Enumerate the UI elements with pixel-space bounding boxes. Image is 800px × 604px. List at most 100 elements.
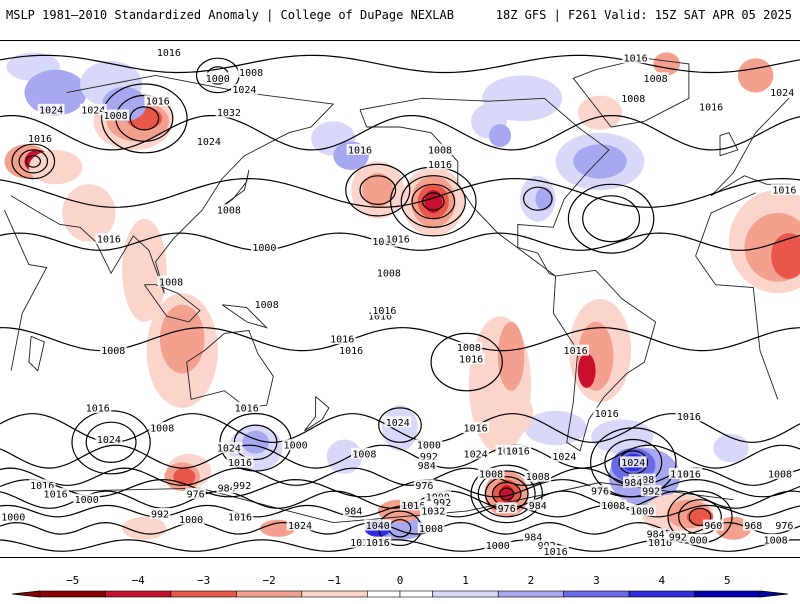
isobar-label: 1024 [196,135,223,148]
colorbar-segment [106,591,172,597]
isobar-label-text: 1008 [479,469,503,480]
isobar-label-text: 1024 [464,449,488,460]
isobar-label: 1008 [238,67,265,80]
isobar-label-text: 976 [187,489,205,500]
isobar-label: 1016 [562,345,589,358]
isobar-label: 1016 [227,511,254,524]
isobar-label: 1016 [676,411,703,424]
model-run-valid-time: 18Z GFS | F261 Valid: 15Z SAT APR 05 202… [496,8,792,22]
isobar-label-text: 1016 [564,346,588,357]
isobar-label: 1016 [698,101,725,114]
anomaly-area [536,187,554,210]
anomaly-area [29,150,82,184]
isobar-label: 1032 [420,505,447,517]
isobar-label: 1016 [384,233,411,246]
isobar-label: 976 [414,479,435,492]
isobar-label-text: 992 [669,532,687,543]
isobar-label-text: 1008 [601,501,625,512]
isobar-label: 1000 [416,439,443,452]
isobar-label: 1016 [504,445,531,458]
colorbar-tick-label: 3 [593,574,600,587]
isobar-label-text: 976 [591,487,609,498]
isobar-label-text: 984 [624,478,642,489]
isobar-label: 984 [528,499,549,512]
isobar-label-text: 1008 [526,472,550,483]
isobar-label-text: 1000 [179,515,203,526]
colorbar-segment [400,591,433,597]
isobar-label: 1008 [102,110,129,123]
colorbar-tick-label: −5 [66,574,79,587]
isobar-label-text: 1000 [252,243,276,254]
isobar-label-text: 1024 [217,444,241,455]
colorbar-tick-label: 5 [724,574,731,587]
colorbar-tick-label: 1 [462,574,469,587]
isobar-label: 1000 [282,439,309,452]
anomaly-area [242,431,269,454]
isobar-label: 1008 [100,345,127,358]
isobar-label-text: 1008 [255,300,279,311]
isobar-label-text: 1008 [377,269,401,280]
isobar-label: 984 [645,528,666,541]
isobar-label: 1024 [620,456,647,469]
isobar-label-text: 1024 [288,521,312,532]
isobar-label-text: 1000 [284,441,308,452]
anomaly-area [362,173,393,207]
isobar-label: 1016 [27,133,54,146]
isobar-label-text: 1016 [699,102,723,113]
isobar-label: 1000 [629,505,656,517]
isobar-label: 1016 [542,545,569,557]
isobar-label: 1016 [42,488,69,501]
isobar-label: 1016 [156,47,183,60]
isobar-label: 976 [590,485,611,498]
isobar-label-text: 1000 [417,441,441,452]
isobar-label: 1008 [600,499,627,512]
isobar-label: 1024 [769,87,796,100]
isobar-label: 1016 [462,422,489,435]
isobar-label-text: 1016 [330,335,354,346]
isobar-label: 1000 [0,511,27,524]
colorbar-segment [629,591,695,597]
isobar-label-text: 1016 [428,160,452,171]
isobar-label-text: 1016 [544,547,568,557]
isobar-label: 1000 [251,241,278,254]
isobar-label: 1016 [458,353,485,366]
isobar-label: 1008 [767,468,794,481]
colorbar-tick-label: 0 [397,574,404,587]
isobar-label-text: 1016 [459,355,483,366]
isobar-label-text: 1024 [386,418,410,429]
colorbar-segment [236,591,302,597]
isobar-label-text: 992 [151,510,169,521]
isobar-label-text: 1008 [217,206,241,217]
isobar-label-text: 1016 [228,458,252,469]
isobar-label: 992 [641,485,662,498]
isobar-label: 984 [623,477,644,490]
isobar-label: 1008 [620,92,647,105]
isobar-label: 1024 [38,104,65,117]
header: MSLP 1981–2010 Standardized Anomaly | Co… [0,0,800,32]
isobar-label-text: 1016 [228,512,252,523]
anomaly-area [173,468,195,485]
isobar-label-text: 984 [524,532,542,543]
anomaly-map: 1016100810081016102410241016101610161008… [0,41,800,557]
isobar-label: 1016 [96,233,123,246]
isobar-label: 1000 [484,540,511,553]
isobar-label-text: 1008 [159,277,183,288]
colorbar-segment [367,591,400,597]
anomaly-area [489,124,511,147]
isobar-label: 1008 [216,204,243,217]
coastline [222,170,249,207]
isobar-label: 1008 [762,534,789,547]
isobar-label-text: 1016 [386,234,410,245]
colorbar-segment [302,591,368,597]
colorbar-tick-label: 4 [658,574,665,587]
isobar-label-text: 960 [704,521,722,532]
isobar-label-text: 1000 [1,512,25,523]
isobar-label: 1008 [418,522,445,535]
isobar-label: 1016 [329,333,356,346]
colorbar-segment [564,591,630,597]
colorbar-segment [40,591,106,597]
isobar-label: 976 [185,488,206,501]
isobar-label-text: 1016 [464,424,488,435]
isobar-label: 1024 [462,448,489,461]
isobar-label-text: 1016 [97,234,121,245]
